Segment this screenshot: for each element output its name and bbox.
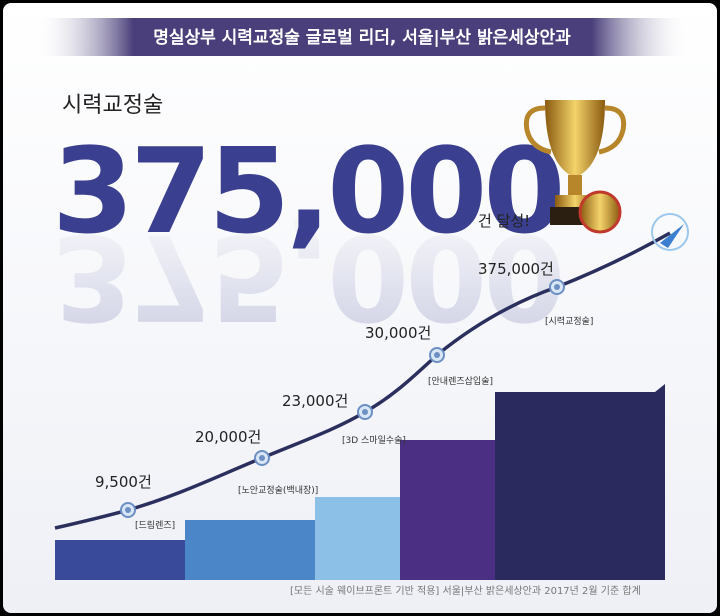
- milestone-count: 9,500건: [95, 473, 152, 491]
- footnote: [모든 시술 웨이브프론트 기반 적용] 서울|부산 밝은세상안과 2017년 …: [290, 585, 641, 597]
- milestone-count: 30,000건: [365, 324, 431, 342]
- trophy: [523, 100, 627, 234]
- headline-label: 시력교정술: [62, 93, 163, 118]
- headline-number: 375,000: [52, 122, 561, 260]
- target-ring: [651, 213, 689, 251]
- milestone-name: [3D 스마일수술]: [342, 435, 406, 446]
- headline-suffix: 건 달성!: [478, 212, 530, 230]
- milestone-count: 23,000건: [282, 392, 348, 410]
- banner: [35, 18, 690, 56]
- banner-title: 명실상부 시력교정술 글로벌 리더, 서울|부산 밝은세상안과: [153, 28, 571, 48]
- milestone-name: [안내렌즈삽입술]: [428, 375, 493, 387]
- milestone-dot-core: [259, 455, 265, 461]
- milestone-name: [노안교정술(백내장)]: [238, 485, 318, 496]
- milestone-count: 20,000건: [195, 428, 261, 446]
- milestone-name: [드림렌즈]: [135, 519, 175, 531]
- milestone-dot-core: [362, 409, 368, 415]
- bars: [55, 384, 665, 580]
- milestone-dot-core: [125, 507, 131, 513]
- milestone-dot-core: [554, 284, 560, 290]
- milestone-count: 375,000건: [478, 260, 554, 278]
- milestone-name: [시력교정술]: [545, 315, 593, 327]
- milestone-dot-core: [434, 352, 440, 358]
- arrow-head: [660, 224, 684, 248]
